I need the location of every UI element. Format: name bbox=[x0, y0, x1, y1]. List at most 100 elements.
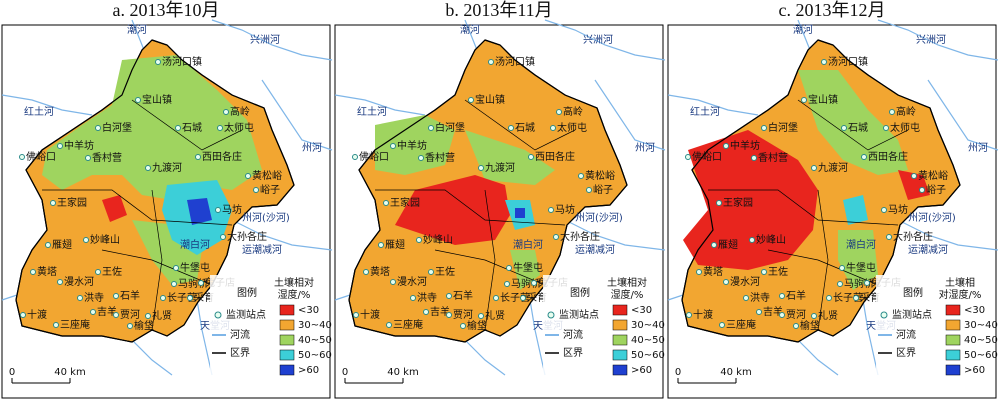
station bbox=[53, 322, 59, 328]
station bbox=[95, 125, 101, 131]
place-label: 礼贤 bbox=[818, 309, 838, 322]
station bbox=[504, 281, 510, 287]
place-label: 妙峰山 bbox=[756, 233, 786, 246]
station bbox=[446, 293, 452, 299]
place-label: 大孙各庄 bbox=[893, 230, 933, 243]
legend-swatch bbox=[945, 304, 961, 316]
legend-box bbox=[210, 275, 328, 393]
legend-swatch bbox=[279, 319, 295, 331]
legend-station-label: 监测站点 bbox=[559, 308, 599, 321]
place-label: 黄松峪 bbox=[585, 169, 615, 182]
place-label: 牛堡屯 bbox=[180, 261, 210, 274]
station bbox=[428, 125, 434, 131]
legend-boundary-label: 区界 bbox=[563, 347, 583, 359]
legend-class-label: <30 bbox=[964, 305, 985, 316]
place-label: 白河堡 bbox=[102, 121, 132, 134]
place-label: 黄松峪 bbox=[918, 169, 948, 182]
legend-boundary-label: 区界 bbox=[896, 347, 916, 359]
place-label: 雁翅 bbox=[52, 238, 72, 251]
place-label: 贾河 bbox=[786, 309, 806, 321]
legend-swatch bbox=[945, 319, 961, 331]
station bbox=[826, 295, 832, 301]
place-label: 榆垡 bbox=[134, 319, 154, 332]
station bbox=[378, 242, 384, 248]
station bbox=[685, 154, 691, 160]
station bbox=[113, 293, 119, 299]
legend-station bbox=[880, 311, 888, 319]
place-label: 白河堡 bbox=[435, 121, 465, 134]
district-boundary bbox=[817, 189, 829, 331]
legend-heading: 图例 bbox=[570, 286, 590, 299]
place-label: 峪子 bbox=[926, 184, 946, 196]
station bbox=[553, 234, 559, 240]
scale-zero: 0 bbox=[9, 367, 15, 378]
station bbox=[881, 207, 887, 213]
place-label: 汤河口镇 bbox=[162, 55, 202, 68]
place-label: 太师屯 bbox=[890, 121, 920, 134]
station bbox=[811, 313, 817, 319]
station bbox=[779, 293, 785, 299]
station bbox=[135, 97, 141, 103]
district-boundary bbox=[375, 189, 566, 226]
station bbox=[173, 265, 179, 271]
station bbox=[478, 313, 484, 319]
place-label: 西田各庄 bbox=[535, 150, 575, 163]
legend-class-label: >60 bbox=[631, 365, 652, 376]
region-zone bbox=[395, 175, 510, 245]
region-zone bbox=[843, 195, 868, 225]
place-label: 王佐 bbox=[768, 266, 788, 278]
river bbox=[594, 79, 666, 151]
legend-boundary-label: 区界 bbox=[230, 347, 250, 359]
river bbox=[667, 94, 759, 116]
legend-station-label: 监测站点 bbox=[226, 308, 266, 321]
station bbox=[550, 125, 556, 131]
place-label: 吉羊 bbox=[97, 305, 117, 318]
station bbox=[155, 59, 161, 65]
place-label: 十渡 bbox=[27, 308, 47, 321]
place-label: 香村营 bbox=[92, 151, 122, 164]
station bbox=[77, 295, 83, 301]
place-label: 吉羊 bbox=[763, 305, 783, 318]
region-zone bbox=[102, 195, 127, 222]
river bbox=[211, 19, 333, 61]
station bbox=[506, 265, 512, 271]
legend-class-label: 30~40 bbox=[964, 320, 998, 331]
place-label: 贾河 bbox=[453, 309, 473, 321]
place-label: 高岭 bbox=[563, 105, 583, 118]
station bbox=[390, 143, 396, 149]
station bbox=[837, 281, 843, 287]
place-label: 洪寺 bbox=[417, 292, 437, 304]
river bbox=[231, 219, 333, 251]
legend-class-label: 50~60 bbox=[298, 350, 332, 361]
station bbox=[127, 323, 133, 329]
region-zone bbox=[515, 208, 525, 218]
place-label: 三座庵 bbox=[726, 318, 756, 331]
legend-swatch bbox=[612, 319, 628, 331]
river-label: 红土河 bbox=[24, 105, 54, 118]
station bbox=[223, 109, 229, 115]
region-zone bbox=[187, 198, 212, 225]
place-label: 汤河口镇 bbox=[828, 55, 868, 68]
place-label: 礼贤 bbox=[152, 309, 172, 322]
district-boundary bbox=[464, 99, 576, 151]
river-label: 州河 bbox=[968, 142, 988, 154]
region-zone bbox=[683, 130, 818, 270]
place-label: 石城 bbox=[848, 122, 868, 134]
station bbox=[839, 265, 845, 271]
station bbox=[779, 312, 785, 318]
place-label: 洪寺 bbox=[750, 292, 770, 304]
place-label: 妙峰山 bbox=[90, 233, 120, 246]
station bbox=[383, 200, 389, 206]
legend-class-label: >60 bbox=[964, 365, 985, 376]
place-label: 十渡 bbox=[360, 308, 380, 321]
river bbox=[544, 19, 666, 61]
station bbox=[723, 279, 729, 285]
river-label: 运潮减河 bbox=[575, 243, 615, 256]
station bbox=[83, 237, 89, 243]
place-label: 王家园 bbox=[723, 196, 753, 209]
place-label: 王佐 bbox=[102, 266, 122, 278]
legend-class-label: 40~50 bbox=[631, 335, 665, 346]
region-zone bbox=[465, 130, 555, 185]
place-label: 礼贤 bbox=[485, 309, 505, 322]
river-label: 运潮减河 bbox=[242, 243, 282, 256]
